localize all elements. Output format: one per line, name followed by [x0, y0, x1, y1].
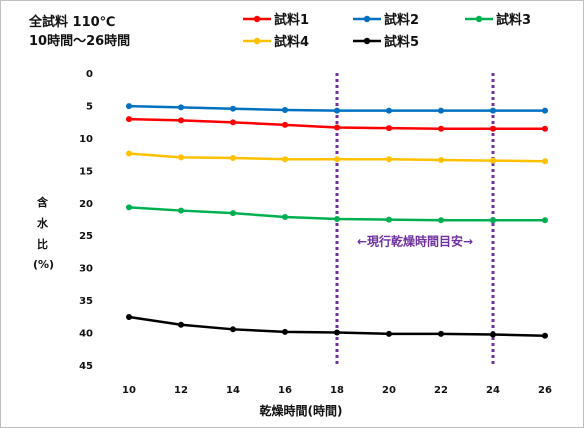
y-tick-label: 35 — [79, 296, 93, 307]
data-point — [282, 121, 288, 128]
data-point — [386, 156, 392, 163]
data-point — [438, 217, 444, 224]
data-point — [334, 216, 340, 222]
series-3 — [126, 204, 548, 224]
y-tick-label: 40 — [79, 329, 93, 340]
x-tick-label: 26 — [538, 385, 552, 396]
x-tick-label: 10 — [122, 385, 136, 396]
data-point — [126, 313, 132, 320]
data-point — [438, 125, 444, 132]
data-point — [542, 158, 548, 165]
y-tick-label: 15 — [79, 166, 93, 177]
x-tick-label: 20 — [382, 385, 396, 396]
header-line-1: 全試料 110℃ — [29, 15, 116, 30]
data-point — [230, 105, 236, 112]
legend-label: 試料4 — [274, 34, 309, 50]
series-2 — [126, 103, 548, 114]
series-4 — [126, 150, 548, 165]
legend-item: 試料4 — [243, 34, 309, 50]
data-point — [178, 104, 184, 111]
data-point — [490, 157, 496, 164]
data-point — [490, 217, 496, 224]
legend-label: 試料1 — [274, 12, 309, 28]
y-tick-label: 30 — [79, 264, 93, 275]
x-tick-label: 16 — [278, 385, 292, 396]
legend: 試料1 試料2 試料3 試料4 試料5 — [243, 12, 531, 50]
legend-label: 試料3 — [496, 12, 531, 28]
x-tick-label: 12 — [174, 385, 188, 396]
series-5 — [126, 313, 548, 339]
data-point — [334, 156, 340, 163]
data-point — [126, 103, 132, 110]
data-point — [386, 216, 392, 223]
x-tick-label: 22 — [434, 385, 448, 396]
x-tick-label: 14 — [226, 385, 240, 396]
legend-label: 試料2 — [384, 12, 419, 28]
legend-swatch-marker — [475, 15, 483, 23]
legend-item: 試料2 — [353, 12, 419, 28]
data-point — [230, 326, 236, 333]
series-group — [126, 103, 548, 339]
data-point — [178, 207, 184, 214]
legend-swatch-marker — [363, 15, 371, 23]
y-tick-label: 5 — [86, 101, 93, 112]
data-point — [230, 210, 236, 217]
legend-item: 試料3 — [465, 12, 531, 28]
y-tick-label: 45 — [79, 361, 93, 372]
data-point — [126, 116, 132, 123]
data-point — [542, 125, 548, 132]
y-axis-label-3: 比 — [37, 238, 48, 251]
data-point — [490, 107, 496, 114]
series-1 — [126, 116, 548, 132]
y-tick-label: 20 — [79, 199, 93, 210]
legend-swatch-marker — [253, 15, 261, 23]
data-point — [438, 107, 444, 114]
data-point — [230, 155, 236, 162]
data-point — [386, 330, 392, 337]
data-point — [282, 156, 288, 163]
legend-item: 試料1 — [243, 12, 309, 28]
y-axis-label-1: 含 — [37, 196, 48, 209]
y-axis-label-2: 水 — [37, 217, 48, 230]
data-point — [126, 204, 132, 211]
data-point — [178, 117, 184, 124]
data-point — [282, 328, 288, 335]
data-point — [386, 125, 392, 132]
y-axis-label-4: (%) — [33, 258, 55, 271]
data-point — [282, 106, 288, 113]
data-point — [334, 107, 340, 114]
data-point — [490, 125, 496, 132]
data-point — [230, 119, 236, 126]
data-point — [438, 330, 444, 337]
x-axis-ticks: 10 12 14 16 18 20 22 24 26 — [122, 385, 552, 396]
data-point — [334, 124, 340, 131]
legend-item: 試料5 — [353, 34, 419, 50]
y-tick-label: 25 — [79, 231, 93, 242]
data-point — [178, 321, 184, 328]
data-point — [334, 329, 340, 336]
data-point — [386, 107, 392, 114]
data-point — [542, 217, 548, 224]
data-point — [178, 154, 184, 161]
x-axis-label: 乾燥時間(時間) — [260, 403, 343, 418]
header-line-2: 10時間～26時間 — [29, 34, 131, 49]
data-point — [126, 150, 132, 157]
data-point — [542, 107, 548, 114]
x-tick-label: 18 — [330, 385, 344, 396]
data-point — [490, 331, 496, 338]
legend-swatch-marker — [363, 37, 371, 45]
y-tick-label: 10 — [79, 134, 93, 145]
data-point — [542, 332, 548, 339]
legend-label: 試料5 — [384, 34, 419, 50]
data-point — [438, 156, 444, 163]
y-tick-label: 0 — [86, 69, 93, 80]
legend-swatch-marker — [253, 37, 261, 45]
y-axis-ticks: 0 5 10 15 20 25 30 35 40 45 — [79, 69, 93, 372]
reference-label: ←現行乾燥時間目安→ — [357, 234, 473, 249]
x-tick-label: 24 — [486, 385, 500, 396]
data-point — [282, 214, 288, 221]
